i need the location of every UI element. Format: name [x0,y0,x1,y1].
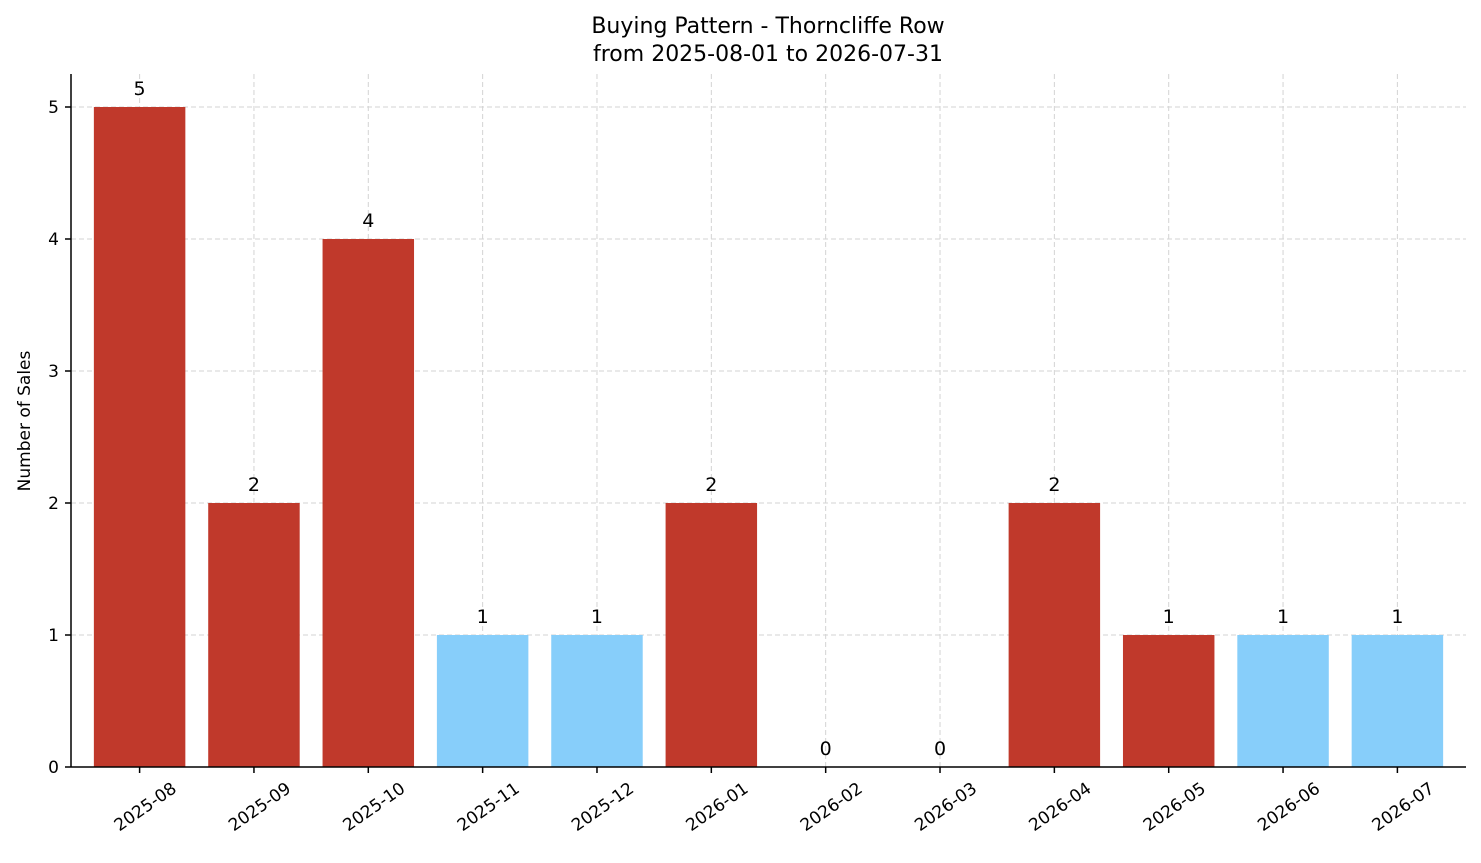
bar [665,503,758,767]
x-tick-label: 2026-01 [683,779,753,836]
bar [1008,503,1101,767]
y-tick-label: 5 [48,98,59,118]
bars-layer [93,107,1444,767]
data-label: 1 [1391,606,1403,628]
data-label: 5 [134,78,146,100]
y-tick-label: 4 [48,230,59,250]
data-label: 1 [477,606,489,628]
bar [208,503,300,767]
axes-layer [65,74,1466,773]
x-tick-label: 2025-09 [225,779,295,836]
x-tick-label: 2025-08 [111,779,181,836]
y-tick-label: 2 [48,494,59,514]
data-label: 0 [820,738,832,760]
x-tick-label: 2026-05 [1140,779,1210,836]
x-tick-label: 2026-07 [1369,779,1439,836]
x-tick-label: 2025-11 [454,779,524,836]
data-label: 4 [362,210,374,232]
x-tick-label: 2026-06 [1254,779,1324,836]
data-label: 2 [1048,474,1060,496]
data-label: 1 [591,606,603,628]
data-label: 1 [1277,606,1289,628]
data-label: 2 [248,474,260,496]
data-label: 0 [934,738,946,760]
chart-subtitle: from 2025-08-01 to 2026-07-31 [593,42,943,67]
bar [93,107,186,767]
x-tick-label: 2026-04 [1026,779,1096,836]
chart-title: Buying Pattern - Thorncliffe Row [591,14,944,39]
x-tick-label: 2026-02 [797,779,867,836]
bar [322,239,415,767]
bar [436,635,529,767]
data-label: 1 [1163,606,1175,628]
bar [1351,635,1444,767]
y-axis-label: Number of Sales [15,350,35,491]
x-tick-label: 2026-03 [911,779,981,836]
x-tick-label: 2025-10 [340,779,410,836]
bar [551,635,643,767]
x-tick-label: 2025-12 [568,779,638,836]
y-tick-label: 1 [48,626,59,646]
data-label: 2 [705,474,717,496]
bar [1237,635,1329,767]
y-tick-label: 0 [48,758,59,778]
bar [1122,635,1215,767]
y-tick-label: 3 [48,362,59,382]
